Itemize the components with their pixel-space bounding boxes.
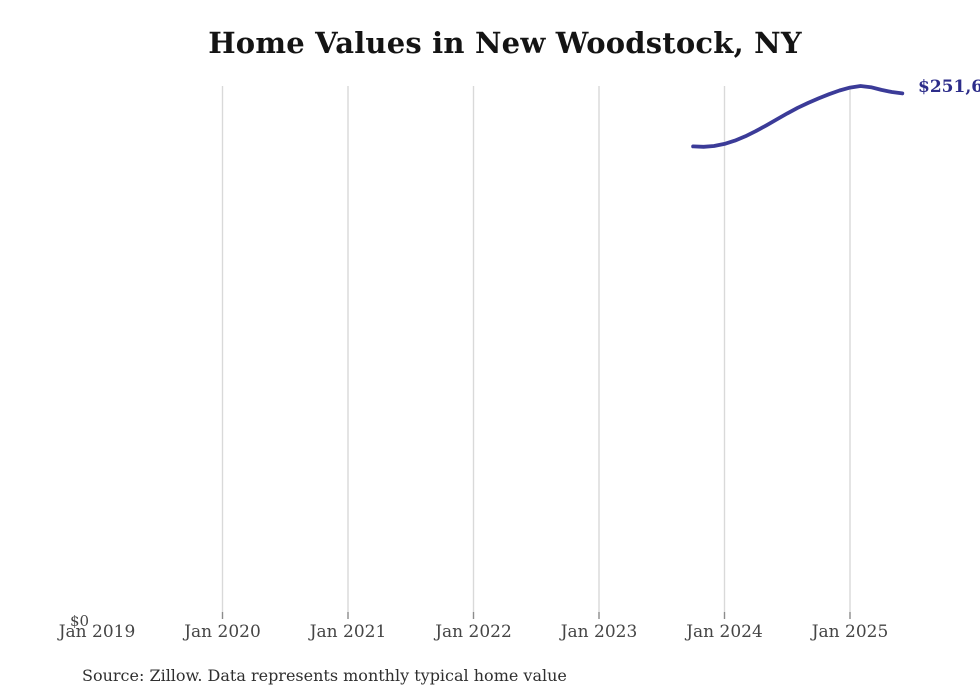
x-axis-tick-label: Jan 2025 bbox=[811, 622, 889, 642]
latest-value-label: $251,6 bbox=[918, 77, 980, 97]
x-axis-tick-label: Jan 2021 bbox=[309, 622, 387, 642]
chart-title: Home Values in New Woodstock, NY bbox=[208, 26, 802, 60]
home-value-line bbox=[691, 84, 905, 149]
y-axis-zero-label: $0 bbox=[70, 612, 90, 630]
source-note: Source: Zillow. Data represents monthly … bbox=[82, 666, 567, 685]
x-axis-tick-label: Jan 2020 bbox=[184, 622, 261, 642]
x-axis-tick-label: Jan 2019 bbox=[58, 622, 136, 642]
x-axis-tick-label: Jan 2024 bbox=[686, 622, 763, 642]
x-axis-tick-label: Jan 2023 bbox=[560, 622, 638, 642]
x-axis-tick-label: Jan 2022 bbox=[435, 622, 512, 642]
